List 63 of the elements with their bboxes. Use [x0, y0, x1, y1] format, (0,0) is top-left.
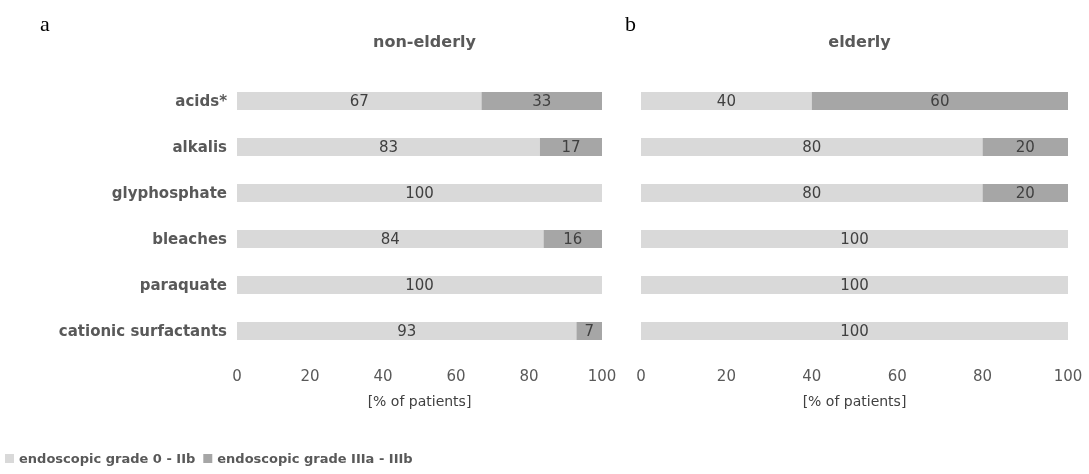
bar	[237, 322, 577, 340]
x-tick-label: 100	[1053, 366, 1083, 385]
x-tick-label: 0	[232, 366, 242, 385]
bar	[237, 276, 602, 294]
bar	[641, 138, 983, 156]
x-tick-label: 60	[887, 366, 907, 385]
bar	[539, 138, 602, 156]
bar	[982, 184, 1068, 202]
data-label: 80	[802, 184, 822, 202]
bar	[641, 322, 1068, 340]
x-tick-label: 80	[973, 366, 993, 385]
x-axis-title: [% of patients]	[367, 393, 472, 409]
data-label: 100	[840, 276, 869, 294]
y-tick-label: cationic surfactants	[58, 322, 228, 340]
chart-title: non-elderly	[373, 31, 477, 51]
bar	[237, 230, 544, 248]
data-label: 16	[563, 230, 583, 248]
data-label: 7	[584, 322, 594, 340]
x-axis-title: [% of patients]	[802, 393, 907, 409]
y-tick-label: paraquate	[139, 276, 227, 294]
data-label: 33	[532, 92, 552, 110]
bar	[576, 322, 602, 340]
data-label: 83	[378, 138, 399, 156]
x-tick-label: 0	[636, 366, 646, 385]
data-label: 100	[405, 276, 434, 294]
data-label: 17	[561, 138, 581, 156]
bar	[811, 92, 1068, 110]
bar	[237, 138, 540, 156]
data-label: 40	[716, 92, 736, 110]
bar	[237, 184, 602, 202]
bar	[641, 184, 983, 202]
bar	[481, 92, 602, 110]
x-tick-label: 20	[300, 366, 320, 385]
x-tick-label: 80	[519, 366, 539, 385]
x-tick-label: 40	[373, 366, 393, 385]
data-label: 80	[802, 138, 822, 156]
y-tick-label: bleaches	[152, 230, 228, 248]
data-label: 84	[380, 230, 400, 248]
text: a	[40, 10, 50, 36]
data-label: 100	[405, 184, 434, 202]
data-label: 93	[397, 322, 417, 340]
legend-label: endoscopic grade IIIa - IIIb	[217, 451, 413, 466]
x-tick-label: 60	[446, 366, 466, 385]
text: b	[625, 10, 636, 36]
data-label: 100	[840, 230, 869, 248]
x-tick-label: 100	[587, 366, 617, 385]
y-tick-label: alkalis	[172, 138, 228, 156]
data-label: 67	[349, 92, 369, 110]
y-tick-label: acids*	[175, 92, 228, 110]
x-tick-label: 40	[802, 366, 822, 385]
bar	[237, 92, 482, 110]
x-tick-label: 20	[716, 366, 736, 385]
bar	[641, 92, 812, 110]
data-label: 20	[1015, 138, 1035, 156]
data-label: 20	[1015, 184, 1035, 202]
bar	[982, 138, 1068, 156]
chart-title: elderly	[828, 31, 892, 51]
data-label: 60	[930, 92, 950, 110]
data-label: 100	[840, 322, 869, 340]
bar	[641, 276, 1068, 294]
y-tick-label: glyphosphate	[111, 184, 227, 202]
legend-label: endoscopic grade 0 - IIb	[19, 451, 196, 466]
bar	[641, 230, 1068, 248]
